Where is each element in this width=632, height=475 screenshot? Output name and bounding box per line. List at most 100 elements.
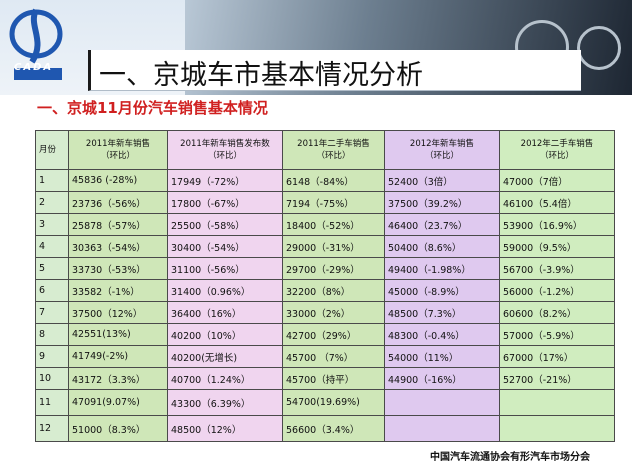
table-row: 5 33730（-53%） 31100（-56%） 29700（-29%） 49400（… [35, 257, 615, 280]
table-row: 3 25878（-57%） 25500（-58%） 18400（-52%） 46400（… [35, 213, 615, 236]
cell-2012-new-sales: 46400（23.7%） [384, 213, 500, 236]
tachometer-icon [577, 26, 621, 70]
cell-month: 5 [35, 257, 69, 280]
cell-2011-new-sales: 37500（12%） [68, 301, 168, 324]
header-2011-new-published: 2011年新车销售发布数 （环比） [167, 130, 283, 170]
cell-2011-new-published: 43300（6.39%） [167, 389, 283, 416]
cell-month: 7 [35, 301, 69, 324]
cell-2012-new-sales: 48500（7.3%） [384, 301, 500, 324]
cell-2012-used-sales: 53900（16.9%） [499, 213, 615, 236]
cell-2012-new-sales: 49400（-1.98%） [384, 257, 500, 280]
cell-month: 10 [35, 367, 69, 390]
page-title: 一、京城车市基本情况分析 [99, 60, 423, 91]
cell-2011-new-published: 40200(无增长) [167, 345, 283, 368]
cell-2011-used-sales: 6148（-84%） [282, 169, 385, 192]
cell-2012-new-sales: 45000（-8.9%） [384, 279, 500, 302]
cell-2012-new-sales: 48300（-0.4%） [384, 323, 500, 346]
table-row: 1 45836 (-28%) 17949（-72%） 6148（-84%） 52400（… [35, 169, 615, 192]
cell-2012-used-sales: 67000（17%） [499, 345, 615, 368]
cell-2011-new-sales: 47091(9.07%) [68, 389, 168, 416]
cell-month: 4 [35, 235, 69, 258]
header-2011-new-sales: 2011年新车销售 （环比） [68, 130, 168, 170]
cell-2011-used-sales: 42700（29%） [282, 323, 385, 346]
table-row: 6 33582（-1%） 31400（0.96%） 32200（8%） 45000（-8… [35, 279, 615, 302]
cell-2011-new-published: 17949（-72%） [167, 169, 283, 192]
header-2011-used-sales: 2011年二手车销售 （环比） [282, 130, 385, 170]
cell-2012-new-sales [384, 415, 500, 442]
cell-month: 6 [35, 279, 69, 302]
cell-2011-new-published: 48500（12%） [167, 415, 283, 442]
header-banner: CADA 一、京城车市基本情况分析 [0, 0, 632, 95]
cell-2011-used-sales: 45700（持平） [282, 367, 385, 390]
cell-2012-new-sales: 54000（11%） [384, 345, 500, 368]
cell-2011-new-sales: 23736（-56%） [68, 191, 168, 214]
cell-2012-used-sales [499, 415, 615, 442]
table-row: 9 41749(-2%) 40200(无增长) 45700 （7%） 54000（11%… [35, 345, 615, 368]
table-row: 7 37500（12%） 36400（16%） 33000（2%） 48500（7.3%… [35, 301, 615, 324]
table-row: 4 30363（-54%） 30400（-54%） 29000（-31%） 50400（… [35, 235, 615, 258]
table-row: 11 47091(9.07%) 43300（6.39%） 54700(19.69%) [35, 389, 615, 416]
sales-table: 月份 2011年新车销售 （环比） 2011年新车销售发布数 （环比） 2011… [35, 130, 615, 442]
cell-2012-used-sales: 52700（-21%） [499, 367, 615, 390]
section-subtitle: 一、京城11月份汽车销售基本情况 [37, 99, 268, 117]
cell-2011-new-published: 36400（16%） [167, 301, 283, 324]
cell-2011-new-sales: 45836 (-28%) [68, 169, 168, 192]
table-row: 12 51000（8.3%） 48500（12%） 56600（3.4%） [35, 415, 615, 442]
header-2012-used-sales: 2012年二手车销售 （环比） [499, 130, 615, 170]
cell-2011-used-sales: 29700（-29%） [282, 257, 385, 280]
cell-2012-used-sales: 47000（7倍） [499, 169, 615, 192]
cell-2012-new-sales: 44900（-16%） [384, 367, 500, 390]
cell-2011-new-published: 31100（-56%） [167, 257, 283, 280]
cell-2012-used-sales: 60600（8.2%） [499, 301, 615, 324]
cell-2011-new-published: 30400（-54%） [167, 235, 283, 258]
cell-2011-new-sales: 41749(-2%) [68, 345, 168, 368]
cell-2012-new-sales: 52400（3倍） [384, 169, 500, 192]
cell-2011-used-sales: 54700(19.69%) [282, 389, 385, 416]
cell-month: 8 [35, 323, 69, 346]
cell-2011-new-sales: 51000（8.3%） [68, 415, 168, 442]
cell-2011-used-sales: 32200（8%） [282, 279, 385, 302]
cell-2011-new-sales: 43172（3.3%） [68, 367, 168, 390]
cell-2012-used-sales [499, 389, 615, 416]
cell-2011-new-sales: 33730（-53%） [68, 257, 168, 280]
cell-2011-new-published: 31400（0.96%） [167, 279, 283, 302]
title-box: 一、京城车市基本情况分析 [88, 50, 581, 91]
cell-2011-used-sales: 18400（-52%） [282, 213, 385, 236]
cell-2011-new-sales: 33582（-1%） [68, 279, 168, 302]
header-2012-new-sales: 2012年新车销售 （环比） [384, 130, 500, 170]
cell-2012-new-sales: 37500（39.2%） [384, 191, 500, 214]
cell-2011-new-published: 17800（-67%） [167, 191, 283, 214]
cell-2012-used-sales: 56700（-3.9%） [499, 257, 615, 280]
cell-2012-used-sales: 59000（9.5%） [499, 235, 615, 258]
cell-month: 9 [35, 345, 69, 368]
cell-2011-used-sales: 56600（3.4%） [282, 415, 385, 442]
cell-2011-new-published: 40700（1.24%） [167, 367, 283, 390]
table-row: 2 23736（-56%） 17800（-67%） 7194（-75%） 37500（3… [35, 191, 615, 214]
cell-2012-new-sales [384, 389, 500, 416]
cell-month: 12 [35, 415, 69, 442]
cell-2011-used-sales: 33000（2%） [282, 301, 385, 324]
cell-2011-new-sales: 25878（-57%） [68, 213, 168, 236]
cell-2011-new-published: 40200（10%） [167, 323, 283, 346]
cell-2011-used-sales: 7194（-75%） [282, 191, 385, 214]
cell-month: 3 [35, 213, 69, 236]
cell-2012-used-sales: 57000（-5.9%） [499, 323, 615, 346]
table-header-row: 月份 2011年新车销售 （环比） 2011年新车销售发布数 （环比） 2011… [35, 130, 615, 170]
cell-2011-used-sales: 45700 （7%） [282, 345, 385, 368]
logo-text: CADA [14, 62, 54, 73]
cell-2011-new-sales: 42551(13%) [68, 323, 168, 346]
cell-2012-used-sales: 56000（-1.2%） [499, 279, 615, 302]
cell-2011-new-sales: 30363（-54%） [68, 235, 168, 258]
cell-2011-used-sales: 29000（-31%） [282, 235, 385, 258]
cell-month: 11 [35, 389, 69, 416]
cell-2012-used-sales: 46100（5.4倍） [499, 191, 615, 214]
table-row: 8 42551(13%) 40200（10%） 42700（29%） 48300（-0.… [35, 323, 615, 346]
footer-org: 中国汽车流通协会有形汽车市场分会 [430, 452, 590, 463]
cell-month: 2 [35, 191, 69, 214]
cada-logo-icon [9, 8, 63, 80]
cell-month: 1 [35, 169, 69, 192]
table-row: 10 43172（3.3%） 40700（1.24%） 45700（持平） 44900（… [35, 367, 615, 390]
cell-2012-new-sales: 50400（8.6%） [384, 235, 500, 258]
cell-2011-new-published: 25500（-58%） [167, 213, 283, 236]
header-month: 月份 [35, 130, 69, 170]
